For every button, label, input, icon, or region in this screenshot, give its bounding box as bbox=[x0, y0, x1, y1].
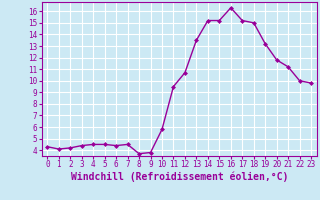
X-axis label: Windchill (Refroidissement éolien,°C): Windchill (Refroidissement éolien,°C) bbox=[70, 172, 288, 182]
